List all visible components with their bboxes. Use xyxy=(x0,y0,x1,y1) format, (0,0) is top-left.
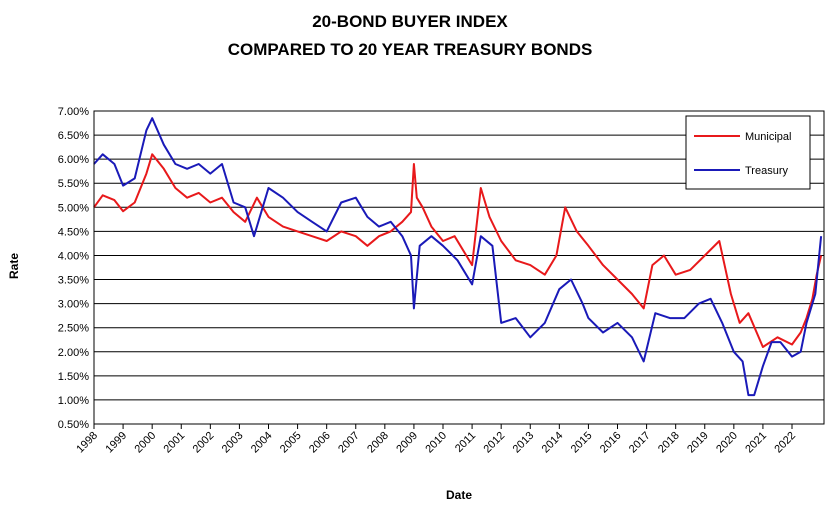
legend-box xyxy=(685,115,811,190)
y-tick-label: 1.50% xyxy=(58,371,89,383)
x-tick-label: 2002 xyxy=(191,430,217,456)
x-tick-label: 1998 xyxy=(74,430,100,456)
x-tick-label: 2013 xyxy=(511,430,537,456)
y-tick-label: 6.50% xyxy=(58,130,89,142)
x-tick-label: 2001 xyxy=(162,430,188,456)
series-line-treasury xyxy=(93,117,823,397)
x-tick-label: 2004 xyxy=(249,430,275,456)
x-tick-label: 2006 xyxy=(307,430,333,456)
legend-label-treasury: Treasury xyxy=(745,165,788,177)
x-tick-label: 2021 xyxy=(743,430,769,456)
x-axis-label: Date xyxy=(446,488,472,502)
x-tick-label: 2010 xyxy=(423,430,449,456)
y-tick-label: 0.50% xyxy=(58,419,89,431)
x-tick-label: 2008 xyxy=(365,430,391,456)
x-tick-label: 2015 xyxy=(569,430,595,456)
x-axis-ticks: 1998 1999 2000 2001 2002 2003 2004 2005 2006 2007… xyxy=(74,424,798,455)
chart-title-line-1: 20-BOND BUYER INDEX xyxy=(312,12,508,31)
legend-label-municipal: Municipal xyxy=(745,131,791,143)
y-tick-label: 2.00% xyxy=(58,347,89,359)
y-tick-label: 4.00% xyxy=(58,250,89,262)
x-tick-label: 2005 xyxy=(278,430,304,456)
legend: Municipal Treasury xyxy=(685,115,811,190)
y-tick-label: 7.00% xyxy=(58,106,89,118)
y-tick-label: 4.50% xyxy=(58,226,89,238)
y-axis-ticks: 0.50% 1.00% 1.50% 2.00% 2.50% 3.00% 3.50% 4.00%… xyxy=(58,106,89,431)
x-tick-label: 2014 xyxy=(540,430,566,456)
x-tick-label: 2022 xyxy=(772,430,798,456)
x-tick-label: 2003 xyxy=(220,430,246,456)
x-tick-label: 2016 xyxy=(598,430,624,456)
y-tick-label: 1.00% xyxy=(58,395,89,407)
y-tick-label: 5.50% xyxy=(58,178,89,190)
series-line-municipal xyxy=(93,153,823,348)
x-tick-label: 2017 xyxy=(627,430,653,456)
plot-area-border xyxy=(93,110,825,425)
x-tick-label: 2009 xyxy=(394,430,420,456)
x-tick-label: 2020 xyxy=(714,430,740,456)
x-tick-label: 2007 xyxy=(336,430,362,456)
x-tick-label: 2018 xyxy=(656,430,682,456)
chart-title-line-2: COMPARED TO 20 YEAR TREASURY BONDS xyxy=(228,40,593,59)
y-tick-label: 3.00% xyxy=(58,299,89,311)
x-tick-label: 1999 xyxy=(103,430,129,456)
y-tick-label: 2.50% xyxy=(58,323,89,335)
x-tick-label: 2019 xyxy=(685,430,711,456)
y-tick-label: 3.50% xyxy=(58,275,89,287)
y-axis-label: Rate xyxy=(7,253,21,279)
y-tick-label: 5.00% xyxy=(58,202,89,214)
x-tick-label: 2000 xyxy=(132,430,158,456)
y-tick-label: 6.00% xyxy=(58,154,89,166)
series-group xyxy=(93,117,823,397)
x-tick-label: 2012 xyxy=(481,430,507,456)
x-tick-label: 2011 xyxy=(453,430,478,455)
